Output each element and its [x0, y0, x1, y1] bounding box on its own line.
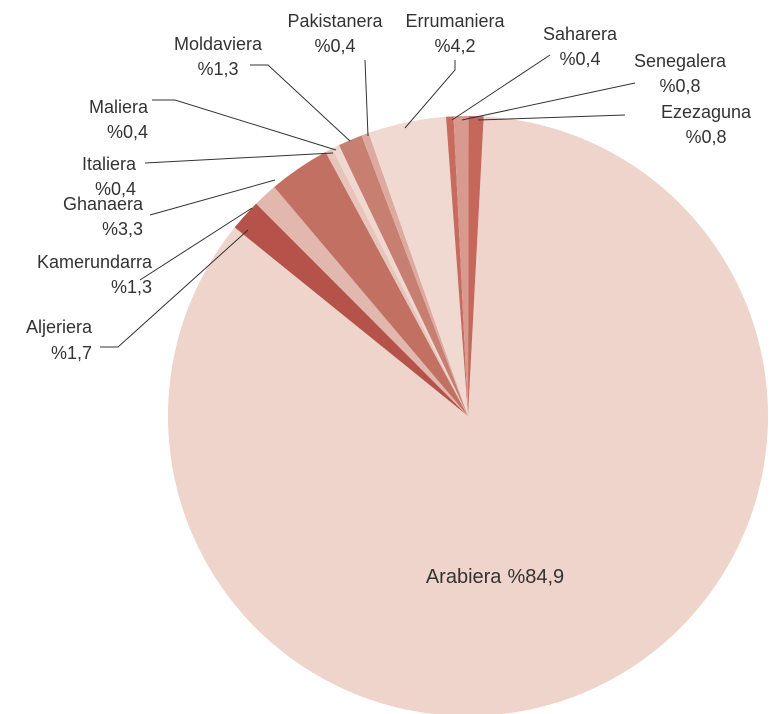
slice-category: Arabiera — [426, 566, 502, 588]
slice-label: Ghanaera — [63, 194, 144, 214]
pie-slice — [361, 132, 468, 416]
slice-value-label: %4,2 — [434, 36, 475, 56]
pie-slice — [168, 116, 768, 714]
slice-value-label: %0,4 — [107, 122, 148, 142]
leader-line — [152, 99, 337, 151]
leader-line — [144, 152, 334, 164]
pie-slice — [274, 151, 468, 416]
leader-line — [364, 59, 369, 137]
slice-label: Aljeriera — [26, 317, 93, 337]
pie-slice — [332, 145, 468, 416]
slice-value-label: %0,4 — [314, 36, 355, 56]
leader-line — [461, 82, 636, 121]
leader-line — [451, 54, 551, 121]
pie-slice — [368, 116, 468, 417]
slice-value-label: %0,4 — [95, 179, 136, 199]
leader-line — [100, 229, 249, 348]
slice-label: Senegalera — [634, 51, 727, 71]
pie-slice — [256, 187, 468, 416]
slice-label: Moldaviera — [174, 34, 263, 54]
slice-label: Arabiera %84,9 — [426, 566, 564, 588]
pie-slice — [234, 203, 468, 416]
slice-value-label: %1,7 — [51, 343, 92, 363]
pie-slice — [445, 116, 468, 416]
slice-value-label: %0,4 — [559, 49, 600, 69]
slice-label: Saharera — [543, 24, 618, 44]
slice-label: Maliera — [89, 97, 149, 117]
slice-label: Ezezaguna — [661, 102, 752, 122]
slice-label: Errumaniera — [405, 11, 505, 31]
slice-label: Kamerundarra — [37, 252, 153, 272]
pie-slice — [468, 116, 484, 417]
leader-line — [250, 64, 351, 142]
slice-value-label: %1,3 — [197, 59, 238, 79]
slice-value-label: %0,8 — [659, 76, 700, 96]
slice-value-label: %3,3 — [102, 219, 143, 239]
pie-slice — [453, 116, 469, 416]
slice-label: Pakistanera — [287, 11, 383, 31]
slice-value-label: %1,3 — [111, 277, 152, 297]
slice-value-label: %84,9 — [507, 566, 564, 588]
leader-line — [139, 207, 253, 281]
leader-line — [149, 179, 276, 216]
slice-value-label: %0,8 — [685, 127, 726, 147]
leader-line — [477, 114, 626, 121]
pie-slice — [325, 148, 468, 416]
leader-line — [404, 60, 456, 129]
slice-label: Italiera — [82, 154, 137, 174]
pie-slice — [338, 135, 468, 416]
